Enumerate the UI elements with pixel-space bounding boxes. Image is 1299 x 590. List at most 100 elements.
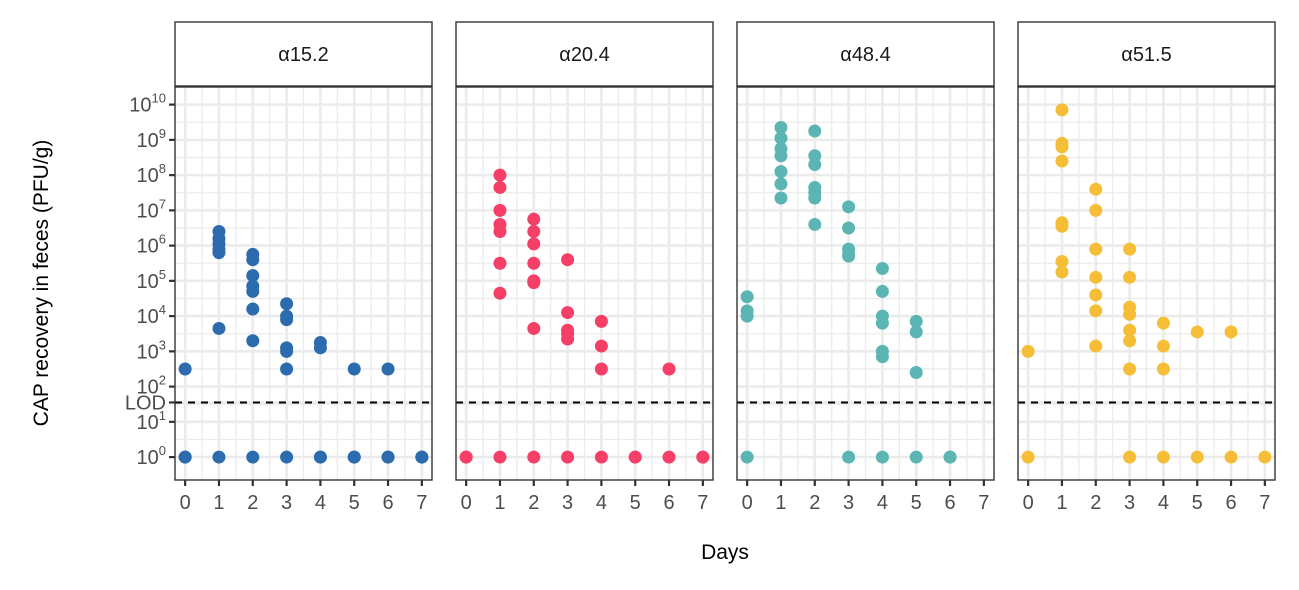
x-tick-label: 5 xyxy=(1192,492,1203,514)
data-point xyxy=(842,200,856,214)
x-tick-label: 3 xyxy=(562,492,573,514)
data-point xyxy=(1021,344,1035,358)
data-point xyxy=(280,313,294,327)
data-point xyxy=(1156,450,1170,464)
data-point xyxy=(1123,307,1137,321)
data-point xyxy=(1123,270,1137,284)
data-point xyxy=(774,191,788,205)
data-point xyxy=(561,253,575,267)
x-tick-label: 7 xyxy=(697,492,708,514)
data-point xyxy=(212,450,226,464)
x-axis-title: Days xyxy=(701,541,749,564)
x-tick-label: 6 xyxy=(944,492,955,514)
data-point xyxy=(909,450,923,464)
x-tick-label: 6 xyxy=(382,492,393,514)
x-tick-label: 3 xyxy=(281,492,292,514)
data-point xyxy=(1123,242,1137,256)
data-point xyxy=(493,286,507,300)
data-point xyxy=(1089,339,1103,353)
data-point xyxy=(1089,242,1103,256)
data-point xyxy=(493,168,507,182)
data-point xyxy=(347,362,361,376)
data-point xyxy=(493,203,507,217)
facet-strip xyxy=(174,21,433,87)
y-tick-label: 104 xyxy=(137,302,166,328)
data-point xyxy=(1190,450,1204,464)
data-point xyxy=(1089,203,1103,217)
x-tick-label: 3 xyxy=(1124,492,1135,514)
x-tick-label: 7 xyxy=(1259,492,1270,514)
data-point xyxy=(875,284,889,298)
data-point xyxy=(246,302,260,316)
x-tick-label: 5 xyxy=(349,492,360,514)
data-point xyxy=(740,309,754,323)
x-tick-label: 6 xyxy=(663,492,674,514)
data-point xyxy=(381,450,395,464)
data-point xyxy=(178,362,192,376)
data-point xyxy=(527,237,541,251)
x-tick-label: 2 xyxy=(1090,492,1101,514)
data-point xyxy=(1123,362,1137,376)
data-point xyxy=(808,191,822,205)
data-point xyxy=(527,276,541,290)
data-point xyxy=(1156,316,1170,330)
data-point xyxy=(1089,270,1103,284)
data-point xyxy=(943,450,957,464)
data-point xyxy=(662,362,676,376)
data-point xyxy=(527,450,541,464)
data-point xyxy=(628,450,642,464)
data-point xyxy=(1055,103,1069,117)
data-point xyxy=(774,177,788,191)
data-point xyxy=(808,124,822,138)
data-point xyxy=(774,149,788,163)
y-tick-label: LOD xyxy=(125,392,166,414)
y-tick-label: 108 xyxy=(137,161,166,187)
x-tick-label: 3 xyxy=(843,492,854,514)
x-tick-label: 6 xyxy=(1225,492,1236,514)
data-point xyxy=(527,212,541,226)
data-point xyxy=(561,450,575,464)
x-tick-label: 7 xyxy=(416,492,427,514)
x-tick-label: 0 xyxy=(742,492,753,514)
data-point xyxy=(493,180,507,194)
data-point xyxy=(594,339,608,353)
facet-label: α51.5 xyxy=(1121,44,1172,66)
y-tick-label: 103 xyxy=(137,337,166,363)
data-point xyxy=(527,256,541,270)
data-point xyxy=(1055,154,1069,168)
data-point xyxy=(1190,325,1204,339)
data-point xyxy=(1258,450,1272,464)
facet-panel: α48.4 0 1 2 3 4 5 6 7 xyxy=(736,21,995,514)
data-point xyxy=(381,362,395,376)
facet-panel: α51.5 0 1 2 3 4 5 6 7 xyxy=(1017,21,1276,514)
x-tick-label: 4 xyxy=(1158,492,1169,514)
x-tick-label: 2 xyxy=(809,492,820,514)
facet-panel: α15.2 0 1 2 3 4 5 6 7 xyxy=(174,21,433,514)
y-tick-label: 101 xyxy=(137,408,166,434)
data-point xyxy=(1055,219,1069,233)
data-point xyxy=(280,450,294,464)
data-point xyxy=(842,450,856,464)
data-point xyxy=(875,450,889,464)
y-tick-label: 105 xyxy=(137,267,166,293)
x-tick-label: 4 xyxy=(315,492,326,514)
data-point xyxy=(1055,140,1069,154)
data-point xyxy=(1055,265,1069,279)
x-tick-label: 1 xyxy=(213,492,224,514)
data-point xyxy=(842,221,856,235)
y-tick-label: 106 xyxy=(137,232,166,258)
data-point xyxy=(561,332,575,346)
data-point xyxy=(313,450,327,464)
data-point xyxy=(875,262,889,276)
facet-strip xyxy=(1017,21,1276,87)
data-point xyxy=(246,253,260,267)
facet-label: α15.2 xyxy=(278,44,329,66)
data-point xyxy=(415,450,429,464)
data-point xyxy=(842,249,856,263)
data-point xyxy=(1123,334,1137,348)
data-point xyxy=(740,290,754,304)
data-point xyxy=(808,158,822,172)
